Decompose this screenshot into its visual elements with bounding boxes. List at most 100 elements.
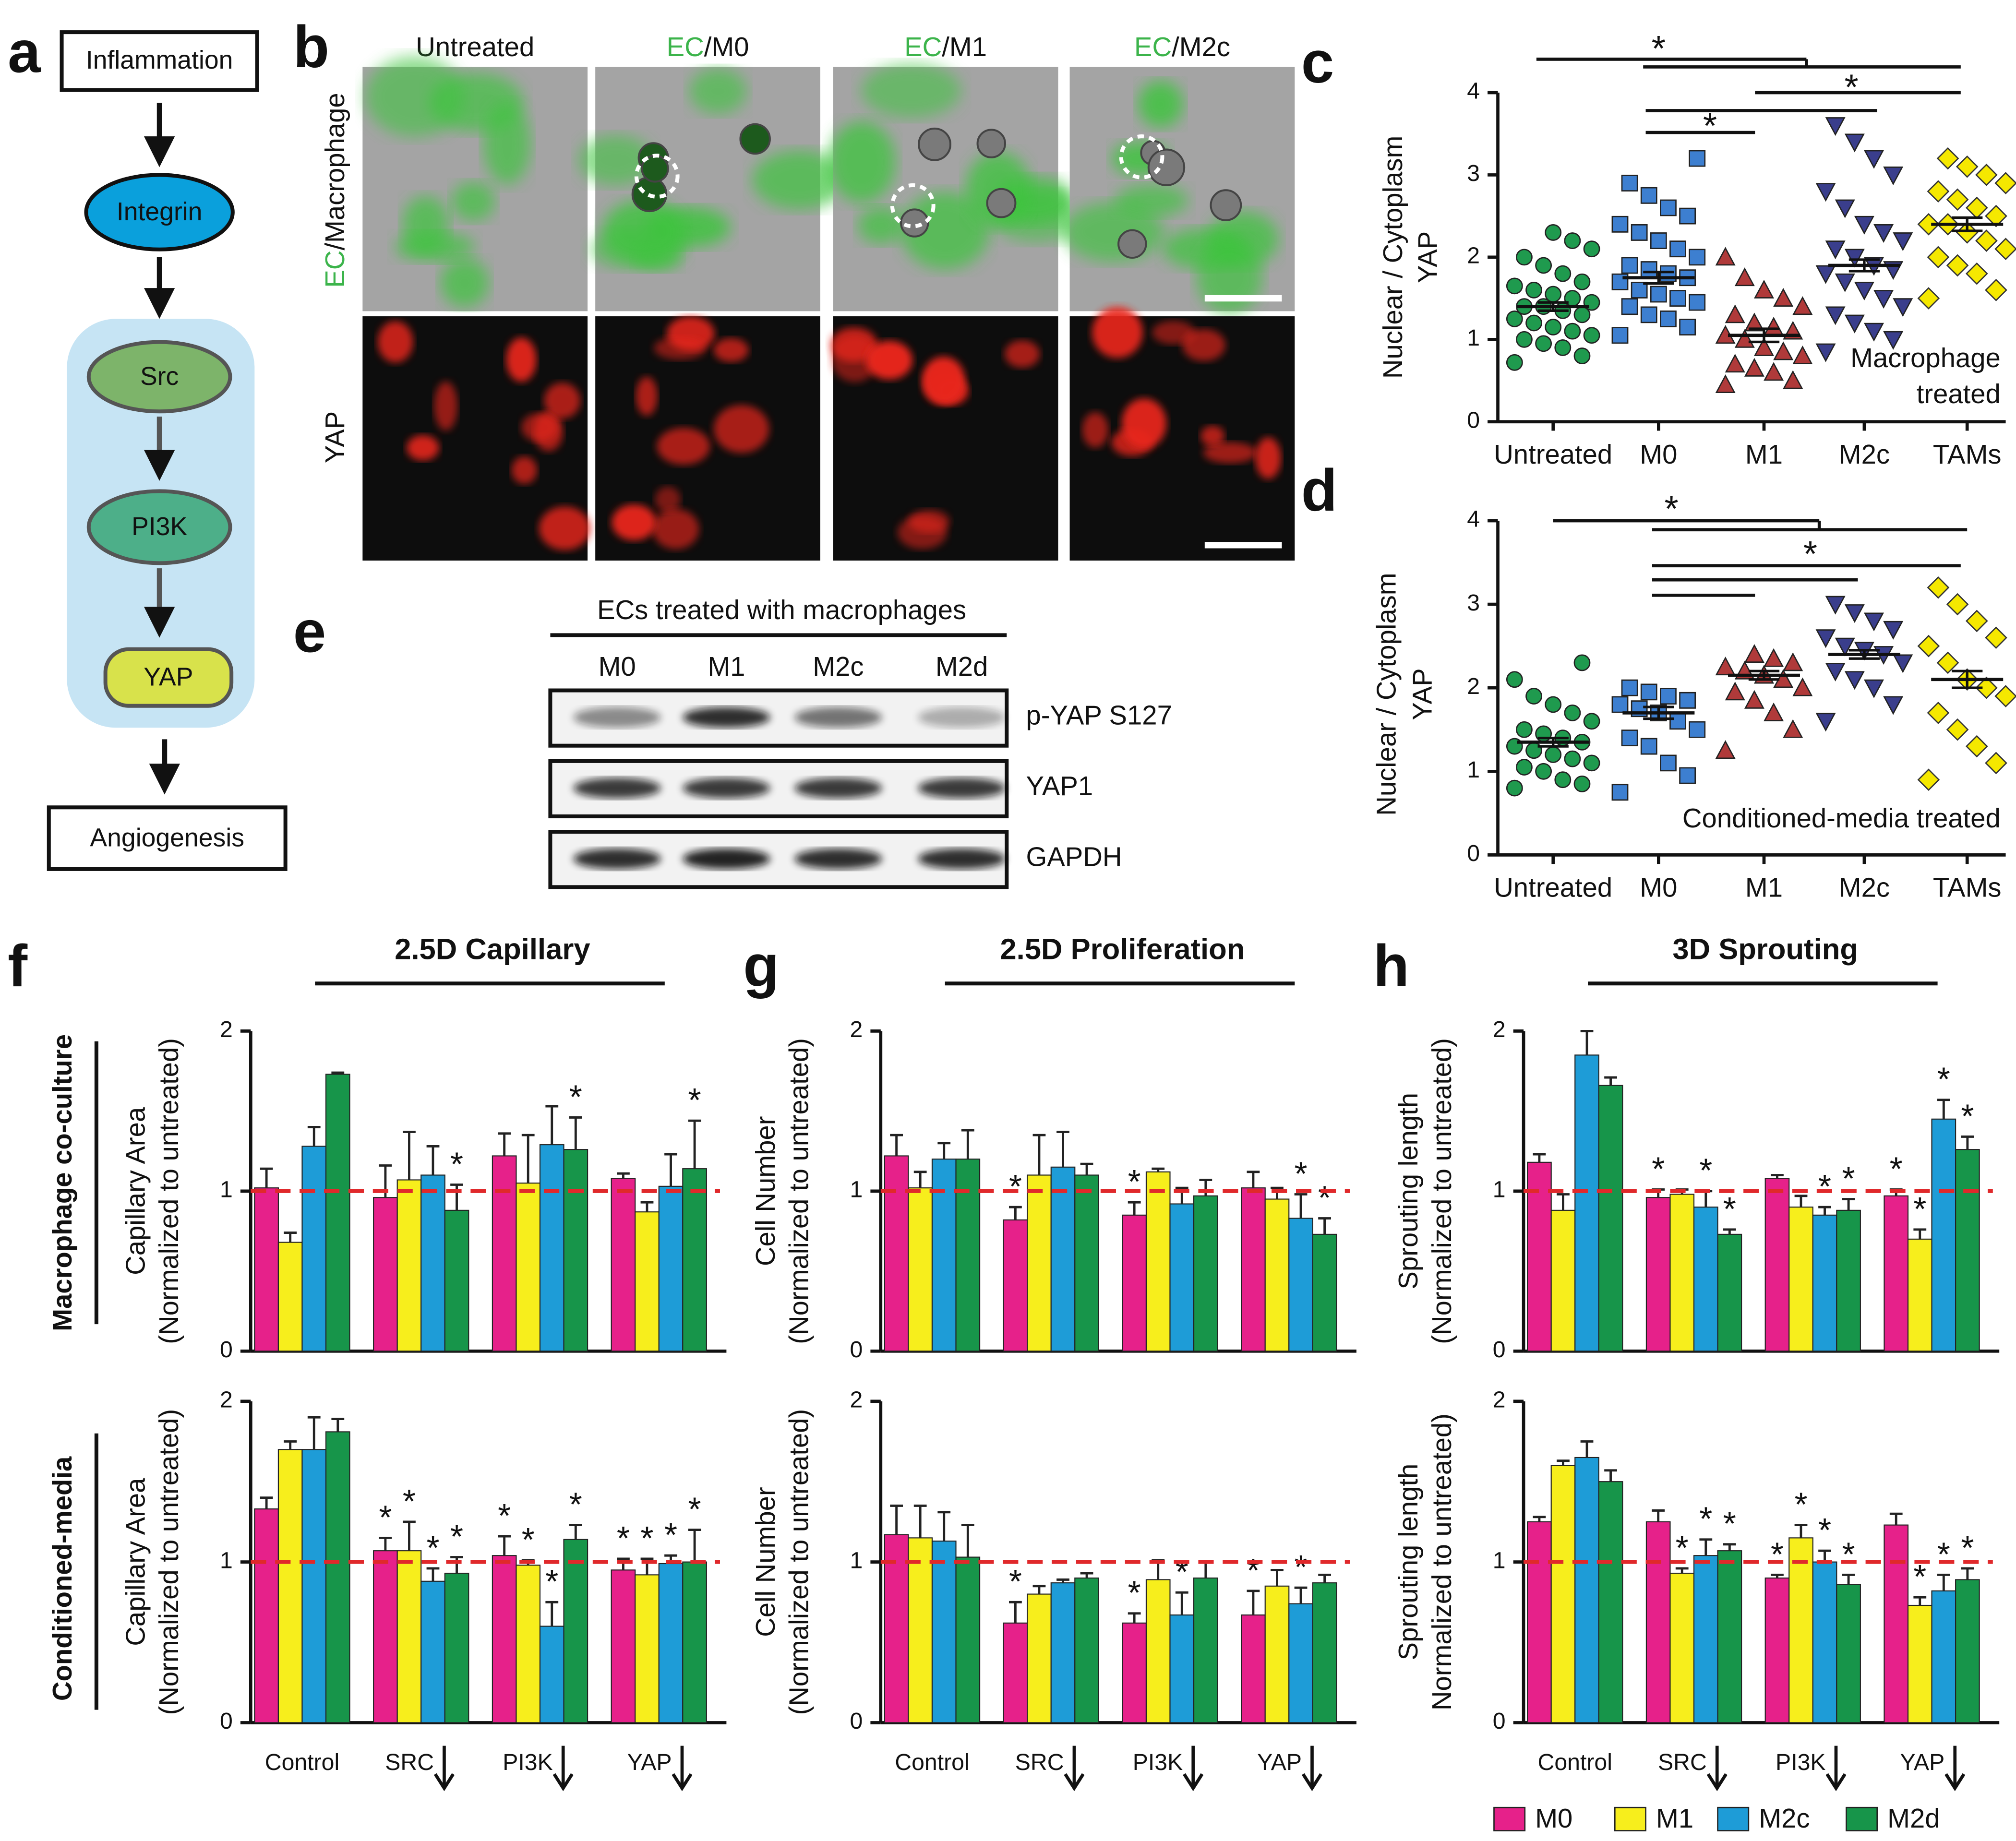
bar <box>1122 1622 1147 1723</box>
significance-star: * <box>640 1519 653 1557</box>
bar <box>1027 1174 1052 1352</box>
panel-label: g <box>743 933 779 999</box>
y-tick-label: 2 <box>1467 243 1480 269</box>
y-tick-label: 2 <box>1493 1387 1506 1413</box>
point <box>1825 306 1846 325</box>
macrophage <box>1117 229 1147 259</box>
point <box>1573 347 1591 364</box>
bar <box>1598 1085 1623 1352</box>
node-ellipse <box>86 340 232 414</box>
cell-signal <box>828 121 896 203</box>
y-tick-label: 0 <box>1493 1337 1506 1363</box>
x-tick-label: PI3K <box>1133 1749 1183 1775</box>
text-part: /M2c <box>1172 32 1230 62</box>
y-tick-label: 4 <box>1467 78 1480 104</box>
point <box>1975 229 1998 252</box>
point <box>1734 267 1755 287</box>
error-bar <box>498 1535 511 1556</box>
point <box>1764 648 1784 667</box>
y-axis-label: Sprouting length <box>1393 1464 1423 1661</box>
point <box>1744 358 1764 377</box>
significance-star: * <box>1842 1535 1855 1573</box>
node-label: Inflammation <box>86 46 233 74</box>
nucleus-signal <box>897 515 947 549</box>
legend-swatch <box>1614 1806 1646 1831</box>
point <box>1936 147 1959 170</box>
bar <box>1264 1198 1290 1352</box>
nucleus-signal <box>434 381 458 431</box>
bar <box>1527 1521 1552 1723</box>
bar <box>955 1556 981 1723</box>
bar <box>1884 1195 1909 1352</box>
bar <box>373 1550 398 1723</box>
bar <box>1288 1603 1313 1723</box>
nucleus-signal <box>544 383 581 419</box>
point <box>1650 286 1667 303</box>
bar <box>682 1168 707 1352</box>
band <box>918 777 1006 799</box>
y-tick-label: 0 <box>220 1708 233 1734</box>
down-arrow <box>1706 1745 1728 1792</box>
point <box>1985 626 2007 649</box>
bar <box>931 1159 957 1352</box>
error-bar <box>1961 1136 1974 1150</box>
pathway-diagram: Inflammation Integrin Src PI3K YAP Angio… <box>47 30 288 871</box>
point <box>1994 685 2016 707</box>
bar <box>1717 1550 1742 1723</box>
point <box>1611 215 1629 233</box>
bar <box>1050 1166 1076 1352</box>
point <box>1965 610 1988 633</box>
bar <box>1645 1521 1671 1723</box>
nucleus-signal <box>713 338 749 362</box>
legend-label: M0 <box>1535 1803 1572 1833</box>
highlight-circle <box>890 183 936 228</box>
nucleus-signal <box>407 435 439 461</box>
bar <box>1598 1481 1623 1723</box>
panel-label: c <box>1301 29 1334 96</box>
cell-signal <box>451 181 495 222</box>
point <box>1835 199 1855 218</box>
point <box>1564 750 1581 767</box>
point <box>1640 683 1657 701</box>
text-part: Untreated <box>416 32 534 62</box>
y-tick-label: 2 <box>1467 673 1480 699</box>
error-bar <box>1557 1193 1570 1210</box>
bar <box>884 1155 909 1352</box>
point <box>1825 240 1846 260</box>
error-bar <box>1199 1179 1212 1196</box>
nucleus-signal <box>652 509 699 550</box>
point <box>1689 150 1706 167</box>
x-tick-label: SRC <box>1015 1749 1064 1775</box>
nucleus-signal <box>1255 437 1281 479</box>
bar <box>611 1178 636 1352</box>
fluorescence-image <box>1069 316 1295 561</box>
macrophage <box>1210 189 1242 221</box>
point <box>1873 290 1894 309</box>
point <box>1545 286 1562 303</box>
bar <box>611 1569 636 1723</box>
error-bar <box>1818 1206 1831 1215</box>
bar <box>1645 1197 1671 1352</box>
x-tick-label: M2c <box>1839 439 1890 469</box>
cell-signal <box>578 135 654 186</box>
significance-star: * <box>1699 1500 1712 1538</box>
point <box>1994 238 2016 261</box>
point <box>1725 304 1745 323</box>
bar <box>1907 1238 1932 1352</box>
significance-star: * <box>1652 1150 1665 1187</box>
error-bar <box>521 1134 535 1184</box>
point <box>1975 164 1998 186</box>
node-ellipse <box>84 173 235 251</box>
bar <box>254 1187 279 1352</box>
error-bar <box>1937 1099 1950 1119</box>
bar <box>1550 1465 1576 1723</box>
macrophage <box>739 123 771 155</box>
node-label: Angiogenesis <box>90 824 244 852</box>
error-bar <box>890 1505 903 1535</box>
bar <box>1836 1584 1861 1723</box>
y-axis-label: (Normalized to untreated) <box>154 1038 184 1344</box>
point <box>1956 221 1979 244</box>
point <box>1545 319 1562 335</box>
point <box>1946 188 1969 211</box>
highlight-circle <box>1119 134 1164 179</box>
